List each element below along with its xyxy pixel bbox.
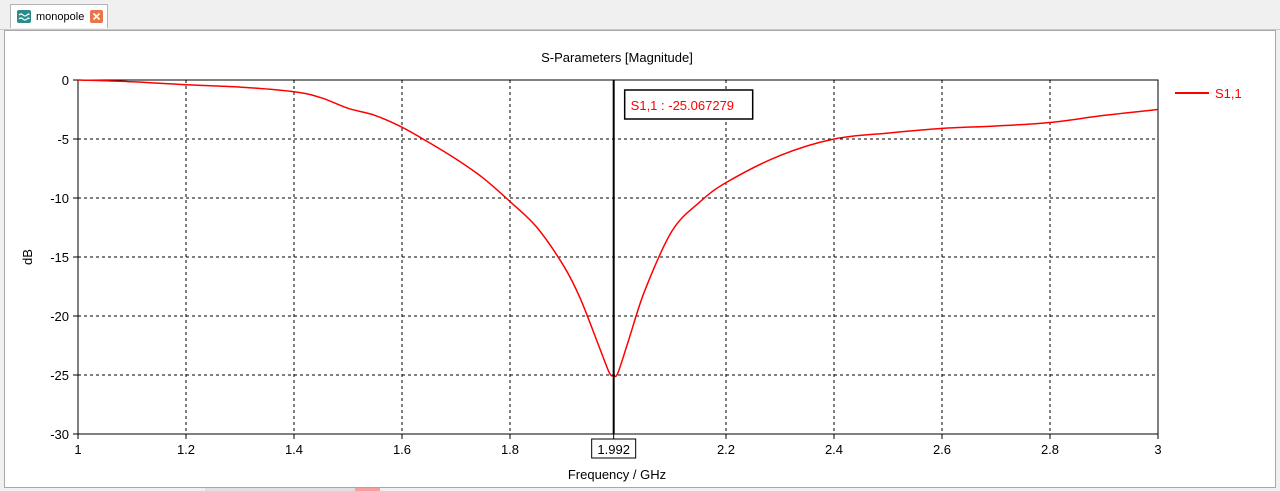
x-tick-label: 1.8	[501, 442, 519, 457]
x-tick-label: 2.8	[1041, 442, 1059, 457]
x-tick-label: 1.6	[393, 442, 411, 457]
x-axis-label: Frequency / GHz	[568, 467, 666, 482]
y-tick-label: -5	[57, 132, 69, 147]
marker-readout-text: S1,1 : -25.067279	[631, 98, 734, 113]
y-tick-label: -10	[50, 191, 69, 206]
tab-bar: monopole	[0, 0, 1280, 30]
plot-area[interactable]: S-Parameters [Magnitude] 1 1.2 1.4 1.6 1.8 1.…	[4, 30, 1276, 488]
legend-label-s11: S1,1	[1215, 86, 1242, 101]
marker[interactable]: S1,1 : -25.067279	[612, 80, 754, 434]
y-tick-label: -30	[50, 427, 69, 442]
marker-x-label-box	[591, 438, 637, 459]
legend: S1,1	[1175, 86, 1242, 101]
y-axis-label: dB	[20, 249, 35, 265]
x-tick-label: 3	[1154, 442, 1161, 457]
x-tick-label: 2.6	[933, 442, 951, 457]
y-tick-label: -20	[50, 309, 69, 324]
y-tick-label: -15	[50, 250, 69, 265]
y-tick-label: 0	[62, 73, 69, 88]
series-line-s11	[77, 79, 1159, 378]
grid	[78, 80, 1158, 434]
x-tick-label: 1.4	[285, 442, 303, 457]
x-axis-ticks: 1 1.2 1.4 1.6 1.8 1.992 2.2 2.4 2.6 2.8 3	[74, 434, 1162, 459]
tab-label: monopole	[36, 10, 85, 23]
chart-title: S-Parameters [Magnitude]	[541, 50, 693, 65]
bottom-strip	[0, 488, 1280, 491]
s-parameter-chart[interactable]: S-Parameters [Magnitude] 1 1.2 1.4 1.6 1.8 1.…	[5, 31, 1275, 487]
x-tick-label: 2.2	[717, 442, 735, 457]
x-tick-label: 2.4	[825, 442, 843, 457]
series-layer	[77, 79, 1159, 378]
scroll-indicator	[205, 488, 380, 491]
s-parameter-icon	[17, 10, 31, 23]
close-icon[interactable]	[90, 10, 104, 23]
marker-readout-box	[623, 89, 754, 120]
x-tick-label: 1	[74, 442, 81, 457]
y-axis-ticks: 0 -5 -10 -15 -20 -25 -30	[50, 73, 78, 442]
x-tick-label: 1.2	[177, 442, 195, 457]
y-tick-label: -25	[50, 368, 69, 383]
tab-monopole[interactable]: monopole	[10, 4, 108, 28]
x-tick-label: 1.992	[597, 442, 630, 457]
